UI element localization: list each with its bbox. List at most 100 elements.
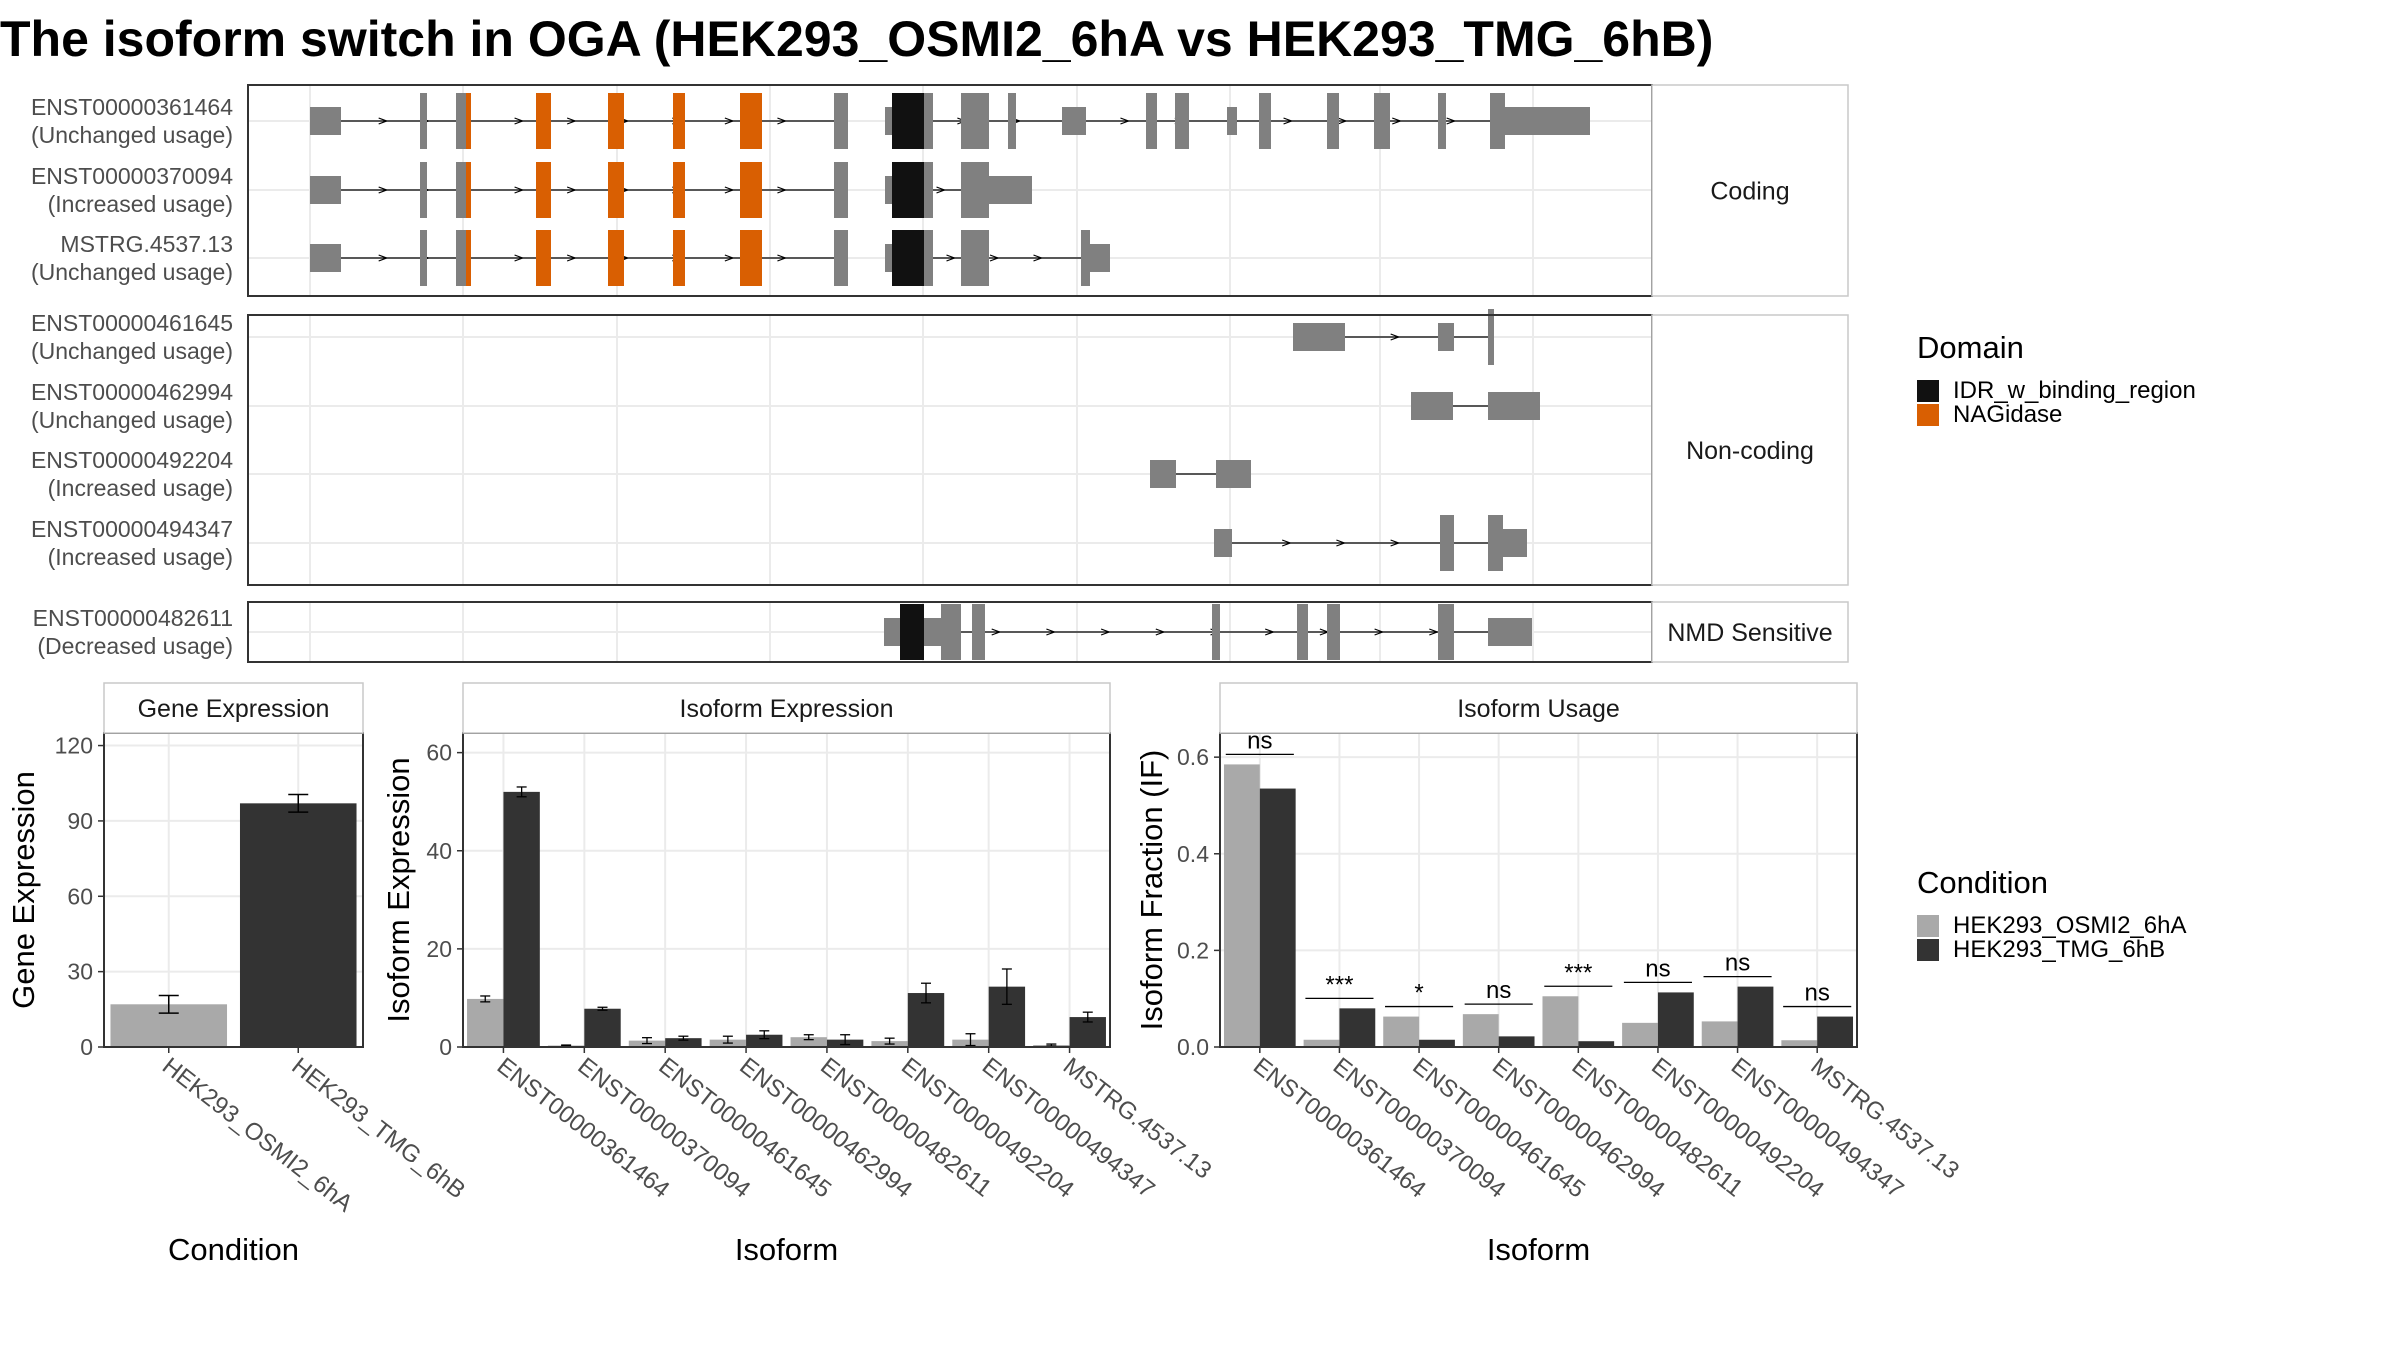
transcript-row: ENST00000361464(Unchanged usage) [31,93,1652,149]
legend-label: HEK293_OSMI2_6hA [1953,912,2186,939]
intron-arrow [378,254,389,262]
intron-arrow [724,186,735,194]
significance-label: *** [1325,971,1353,998]
significance-label: * [1414,980,1423,1007]
intron-arrow [1392,117,1402,125]
intron-arrow [1390,333,1401,341]
transcript-usage-label: (Unchanged usage) [31,122,233,148]
intron-arrow [1155,628,1166,636]
transcript-usage-label: (Increased usage) [48,191,233,217]
exon [1411,392,1453,420]
transcript-id-label: ENST00000492204 [31,447,233,473]
bar [1737,986,1774,1047]
intron-arrow [1374,628,1385,636]
exon [1212,604,1220,660]
bar [1578,1041,1615,1047]
bar [1701,1021,1738,1047]
bar [1781,1040,1818,1047]
exon [1216,460,1251,488]
legend-title: Condition [1917,865,2048,900]
legend-key [1917,404,1939,426]
nagidase-domain [740,162,762,218]
exon [1175,93,1189,149]
figure-title: The isoform switch in OGA (HEK293_OSMI2_… [0,11,1713,67]
intron-arrow [946,254,957,262]
y-tick-label: 0 [439,1034,452,1060]
chart-strip [103,682,364,734]
exon [420,162,427,218]
x-axis-title: Condition [168,1232,299,1267]
exon [924,230,933,286]
bar [584,1008,621,1047]
intron-arrow [1337,117,1348,125]
intron-arrow [1283,117,1294,125]
exon [1440,515,1454,571]
x-axis-title: Isoform [735,1232,838,1267]
y-axis-title: Isoform Fraction (IF) [1134,750,1169,1031]
exon [420,93,427,149]
facet-strip [1651,314,1849,586]
nagidase-domain [466,162,471,218]
idr-domain [892,230,924,286]
facet-strip [1651,84,1849,297]
exon [1488,618,1532,646]
transcript-row: ENST00000492204(Increased usage) [31,447,1652,501]
nagidase-domain [536,162,551,218]
intron-arrow [989,254,1000,262]
transcript-row: ENST00000370094(Increased usage) [31,162,1652,218]
transcript-row: ENST00000462994(Unchanged usage) [31,379,1652,433]
transcript-group: ENST00000482611(Decreased usage) NMD Sens… [33,601,1849,663]
exon [1327,93,1339,149]
transcript-usage-label: (Unchanged usage) [31,338,233,364]
transcript-row: ENST00000461645(Unchanged usage) [31,309,1652,365]
bar [1259,788,1296,1047]
bar [1817,1016,1854,1047]
exon [961,93,989,149]
intron-arrow [1281,539,1292,547]
exon [1488,515,1503,571]
bar [1383,1016,1420,1047]
y-tick-label: 60 [67,883,93,909]
exon [834,162,848,218]
exon [961,230,989,286]
nagidase-domain [740,230,762,286]
exon [1488,392,1540,420]
idr-domain [900,604,924,660]
y-tick-label: 20 [426,936,452,962]
nagidase-domain [673,162,685,218]
exon [972,604,985,660]
y-tick-label: 60 [426,740,452,766]
bar [1462,1014,1499,1047]
exon [1503,529,1527,557]
exon [1214,529,1232,557]
exon [310,107,341,135]
significance-label: ns [1645,955,1670,982]
intron-arrow [1390,539,1401,547]
intron-arrow [378,117,389,125]
exon [310,244,341,272]
intron-arrow [1336,539,1347,547]
transcript-group: ENST00000361464(Unchanged usage) ENST0000… [31,84,1849,297]
transcript-usage-label: (Unchanged usage) [31,407,233,433]
bar [746,1034,783,1047]
bar [790,1037,827,1047]
legend-label: IDR_w_binding_region [1953,377,2196,404]
exon [1090,244,1110,272]
bar [1657,992,1694,1047]
nagidase-domain [740,93,762,149]
intron-arrow [566,117,577,125]
bar [1303,1039,1340,1047]
transcript-id-label: MSTRG.4537.13 [60,231,233,257]
bar [239,803,357,1047]
exon [1327,604,1340,660]
nagidase-domain [608,230,624,286]
transcript-id-label: ENST00000482611 [33,605,233,631]
nagidase-domain [466,93,471,149]
y-axis-title: Gene Expression [6,771,41,1009]
exon [1081,230,1090,286]
exon [834,230,848,286]
